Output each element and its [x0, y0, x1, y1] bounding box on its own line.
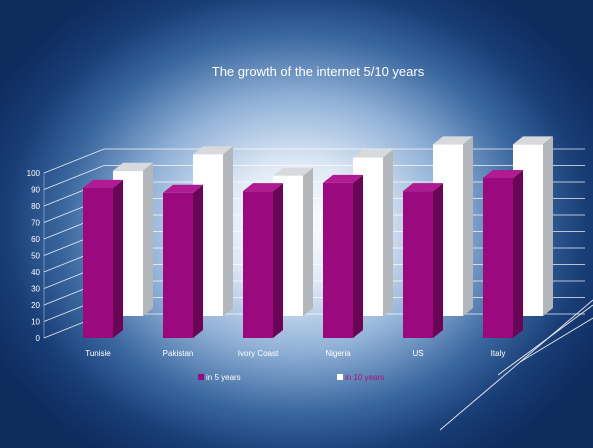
y-tick-label: 10 [31, 318, 40, 327]
x-category-label: Nigeria [325, 349, 351, 358]
bar-in-5-years-top [483, 169, 523, 178]
bar-in-10-years-top [273, 167, 313, 176]
gridline [43, 148, 585, 174]
y-tick-label: 70 [31, 219, 40, 228]
bar-in-5-years-top [243, 183, 283, 192]
bar-in-5-years-side [273, 183, 283, 338]
bar-in-5-years [83, 179, 123, 338]
bars [83, 136, 553, 338]
bar-in-5-years [243, 183, 283, 338]
bar-in-5-years-front [323, 182, 353, 338]
decorative-line [519, 317, 593, 363]
bar-in-10-years-side [463, 136, 473, 316]
bar-in-10-years-top [113, 162, 153, 171]
bar-in-10-years-top [433, 136, 473, 145]
x-category-label: Pakistan [163, 349, 194, 358]
bar-in-5-years [483, 169, 523, 338]
bar-in-10-years-side [223, 146, 233, 316]
bar-in-5-years-front [83, 187, 113, 338]
legend: in 5 years in 10 years [198, 373, 384, 382]
gridline [43, 165, 585, 190]
bar-in-10-years-side [143, 162, 153, 316]
x-category-label: Italy [491, 349, 506, 358]
decorative-line [439, 299, 593, 431]
legend-swatch-in-10-years [337, 374, 343, 380]
y-tick-label: 40 [31, 268, 40, 277]
bar-in-10-years-top [353, 149, 393, 158]
bar-in-5-years-front [243, 191, 273, 338]
bar-in-5-years-front [403, 191, 433, 338]
y-tick-label: 50 [31, 252, 40, 261]
y-tick-label: 20 [31, 301, 40, 310]
bar-in-10-years-side [303, 167, 313, 316]
bar-in-10-years-side [383, 149, 393, 316]
x-category-label: Ivory Coast [238, 349, 279, 358]
bar-in-10-years-top [193, 146, 233, 155]
legend-label-in-10-years: in 10 years [345, 373, 384, 382]
decorative-line [497, 304, 593, 376]
bar-in-5-years [403, 183, 443, 338]
bar-in-10-years-side [543, 136, 553, 316]
y-tick-label: 0 [36, 334, 41, 343]
bar-in-5-years-top [323, 174, 363, 183]
bar-in-5-years-top [163, 184, 203, 193]
bar-in-5-years-side [193, 184, 203, 338]
chart-title: The growth of the internet 5/10 years [212, 64, 425, 79]
x-category-label: US [412, 349, 423, 358]
bar-in-5-years-side [433, 183, 443, 338]
bar-in-5-years-side [353, 174, 363, 338]
bar-in-5-years [163, 184, 203, 338]
y-tick-label: 80 [31, 202, 40, 211]
legend-swatch-in-5-years [198, 374, 204, 380]
x-category-label: Tunisie [85, 349, 111, 358]
y-tick-label: 60 [31, 235, 40, 244]
bar-in-5-years-top [83, 179, 123, 188]
decorative-lines [439, 299, 593, 431]
y-tick-label: 100 [27, 169, 41, 178]
bar-in-5-years-front [163, 192, 193, 338]
y-tick-label: 30 [31, 285, 40, 294]
bar-in-5-years-side [113, 179, 123, 338]
bar-in-5-years-front [483, 177, 513, 338]
bar-in-5-years-top [403, 183, 443, 192]
category-labels: Tunisie Pakistan Ivory Coast Nigeria US Italy [85, 349, 505, 358]
bar-in-5-years-side [513, 169, 523, 338]
bar-in-10-years-top [513, 136, 553, 145]
y-tick-label: 90 [31, 186, 40, 195]
bar-in-5-years [323, 174, 363, 338]
legend-label-in-5-years: in 5 years [206, 373, 241, 382]
y-axis-ticks: 0 10 20 30 40 50 60 70 80 90 100 [27, 169, 41, 343]
